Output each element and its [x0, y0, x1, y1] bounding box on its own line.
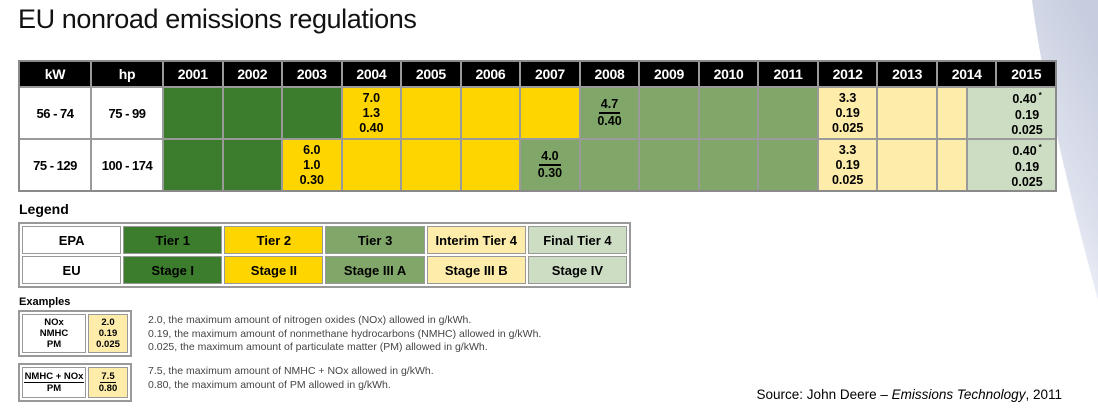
regulation-segment	[699, 88, 758, 138]
legend-stage-cell: Tier 1	[123, 226, 223, 254]
source-suffix: , 2011	[1025, 387, 1062, 402]
legend-stage-cell: Final Tier 4	[527, 226, 627, 254]
col-header-year: 2006	[461, 62, 520, 86]
example-description-line: 0.19, the maximum amount of nonmethane h…	[148, 327, 542, 340]
limit-values: 6.0 1.0 0.30	[299, 142, 324, 187]
example-description-line: 0.025, the maximum amount of particulate…	[148, 341, 488, 353]
regulation-segment	[640, 140, 698, 190]
regulation-segment	[402, 140, 460, 190]
regulation-segment	[223, 140, 282, 190]
regulation-segment	[878, 140, 936, 190]
example-limit-values: 7.5 0.80	[88, 367, 128, 398]
regulation-segment	[937, 88, 966, 138]
regulation-segment: 7.0 1.3 0.40	[342, 88, 401, 138]
regulation-segment	[759, 88, 817, 138]
col-header-year: 2011	[759, 62, 817, 86]
regulations-table: kW hp 2001 2002 2003 2004 2005 2006 2007 2008 2009…	[18, 60, 1057, 192]
legend-heading: Legend	[19, 201, 69, 217]
col-header-year: 2015	[997, 62, 1055, 86]
col-header-hp: hp	[92, 62, 162, 86]
pollutant-names: NMHC + NOx PM	[22, 367, 86, 398]
regulation-segment	[342, 140, 401, 190]
row-label-hp: 100 - 174	[92, 140, 162, 190]
source-citation: Source: John Deere – Emissions Technolog…	[757, 387, 1062, 402]
legend-stage-cell: Stage II	[224, 256, 324, 284]
limit-values: 3.3 0.19 0.025	[831, 90, 864, 135]
legend-stage-cell: Stage I	[123, 256, 223, 284]
example-description-2: 7.5, the maximum amount of NMHC + NOx al…	[148, 365, 434, 392]
example-description-1: 2.0, the maximum amount of nitrogen oxid…	[148, 314, 541, 355]
col-header-year: 2009	[640, 62, 698, 86]
limit-values: 3.3 0.19 0.025	[831, 142, 864, 187]
example-description-line: 2.0, the maximum amount of nitrogen oxid…	[148, 314, 472, 326]
example-box-1: NOx NMHC PM 2.0 0.19 0.025	[18, 310, 132, 357]
col-header-year: 2012	[818, 62, 877, 86]
col-header-year: 2005	[402, 62, 460, 86]
source-prefix: Source: John Deere –	[756, 387, 892, 402]
regulation-segment: 4.7 0.40	[580, 88, 639, 138]
limit-values: 0.40 * 0.19 0.025	[1011, 91, 1043, 137]
legend-agency-label: EPA	[22, 226, 122, 254]
regulation-segment	[164, 88, 222, 138]
regulation-segment	[223, 88, 282, 138]
col-header-year: 2007	[521, 62, 579, 86]
col-header-year: 2003	[283, 62, 341, 86]
col-header-year: 2001	[164, 62, 222, 86]
legend-stage-cell: Tier 3	[325, 226, 425, 254]
col-header-year: 2004	[342, 62, 401, 86]
limit-values: 4.0 0.30	[537, 149, 563, 180]
legend-table: EPA Tier 1 Tier 2 Tier 3 Interim Tier 4 Final…	[18, 222, 631, 288]
source-publication: Emissions Technology	[891, 387, 1026, 402]
legend-stage-cell: Tier 2	[224, 226, 324, 254]
row-label-kw: 75 - 129	[20, 140, 90, 190]
regulation-segment	[640, 88, 698, 138]
limit-values: 4.7 0.40	[597, 97, 622, 128]
pollutant-names: NOx NMHC PM	[22, 314, 86, 353]
page-title: EU nonroad emissions regulations	[18, 4, 417, 34]
row-label-hp: 75 - 99	[92, 88, 162, 138]
legend-stage-cell: Interim Tier 4	[426, 226, 526, 254]
legend-stage-cell: Stage III A	[325, 256, 425, 284]
col-header-year: 2008	[580, 62, 639, 86]
example-limit-values: 2.0 0.19 0.025	[88, 314, 128, 353]
regulation-segment	[402, 88, 460, 138]
col-header-year: 2013	[878, 62, 936, 86]
regulation-segment	[521, 88, 579, 138]
limit-values: 7.0 1.3 0.40	[359, 90, 384, 135]
legend-agency-label: EU	[22, 256, 122, 284]
regulation-segment: 6.0 1.0 0.30	[283, 140, 341, 190]
col-header-year: 2010	[699, 62, 758, 86]
regulation-segment: 4.0 0.30	[521, 140, 579, 190]
regulation-segment: 0.40 * 0.19 0.025	[967, 140, 1055, 190]
row-label-kw: 56 - 74	[20, 88, 90, 138]
example-description-line: 7.5, the maximum amount of NMHC + NOx al…	[148, 365, 434, 377]
regulation-segment: 0.40 * 0.19 0.025	[967, 88, 1055, 138]
regulation-segment	[164, 140, 222, 190]
regulation-segment	[461, 88, 520, 138]
col-header-year: 2014	[937, 62, 996, 86]
regulation-segment: 3.3 0.19 0.025	[818, 140, 877, 190]
examples-heading: Examples	[19, 296, 71, 308]
regulation-segment	[699, 140, 758, 190]
regulation-segment	[878, 88, 936, 138]
example-description-line: 0.80, the maximum amount of PM allowed i…	[148, 378, 391, 391]
regulation-segment	[937, 140, 966, 190]
regulation-segment	[461, 140, 520, 190]
regulation-segment	[580, 140, 639, 190]
regulation-segment	[759, 140, 817, 190]
col-header-year: 2002	[223, 62, 282, 86]
limit-values: 0.40 * 0.19 0.025	[1011, 143, 1043, 189]
example-box-2: NMHC + NOx PM 7.5 0.80	[18, 363, 132, 402]
regulation-segment: 3.3 0.19 0.025	[818, 88, 877, 138]
col-header-kw: kW	[20, 62, 90, 86]
legend-stage-cell: Stage IV	[527, 256, 627, 284]
regulation-segment	[283, 88, 341, 138]
legend-stage-cell: Stage III B	[426, 256, 526, 284]
